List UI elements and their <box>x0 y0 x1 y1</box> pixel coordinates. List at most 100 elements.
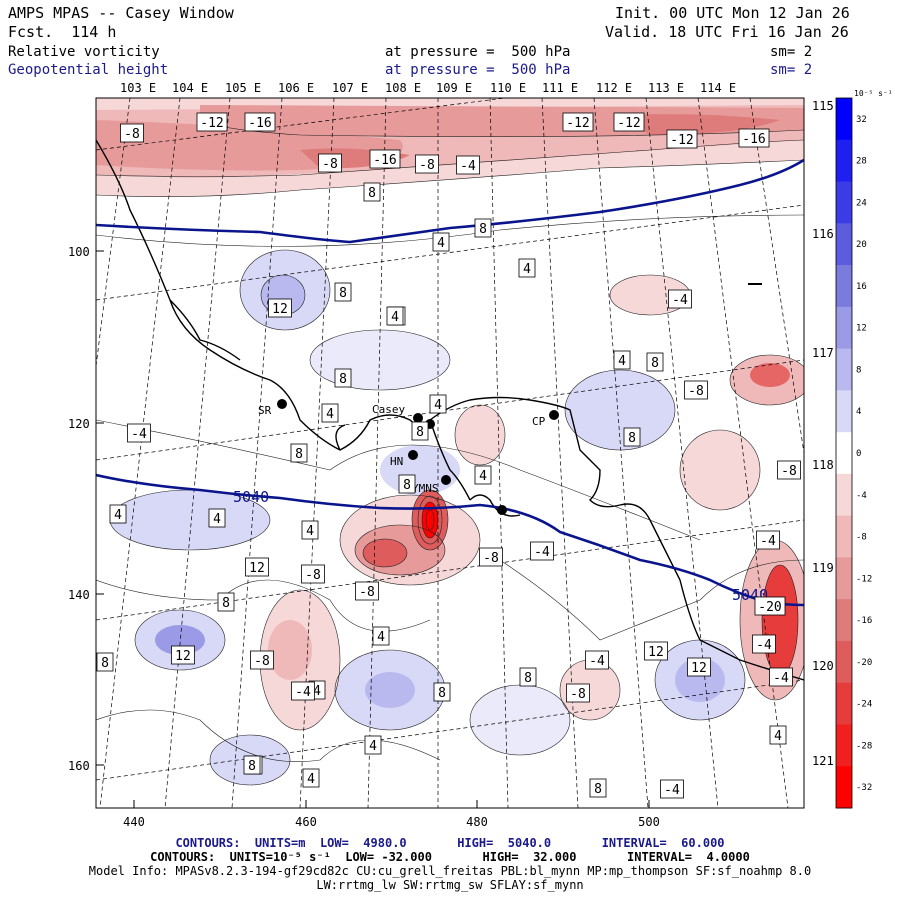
contour-label-box <box>644 641 668 661</box>
contour-label-text: -4 <box>672 293 688 308</box>
neg-vorticity-core-top-right <box>620 114 780 135</box>
contour-label-box <box>363 182 381 202</box>
station-marker <box>277 399 287 409</box>
contour-label-box <box>369 149 401 169</box>
vorticity-label-positive: 8 <box>646 352 664 372</box>
contour-label-box <box>646 352 664 372</box>
lon-label-top: 108 E <box>385 81 421 95</box>
field2-name: Geopotential height <box>8 62 169 78</box>
vorticity-label-positive: 8 <box>363 182 381 202</box>
contour-label-text: 8 <box>339 286 347 301</box>
field2-level: at pressure = 500 hPa <box>385 62 571 78</box>
vorticity-label-negative: -4 <box>756 530 780 550</box>
vorticity-label-positive: 8 <box>96 652 114 672</box>
colorbar-tick-label: 28 <box>856 157 867 167</box>
colorbar-tick-label: 8 <box>856 365 861 375</box>
vorticity-label-positive: 8 <box>334 282 352 302</box>
contour-label-text: 4 <box>774 729 782 744</box>
contour-label-box <box>754 596 786 616</box>
colorbar-tick-label: 20 <box>856 240 867 250</box>
contour-label-text: -4 <box>131 427 147 442</box>
contour-label-box <box>668 289 692 309</box>
contour-label-box <box>519 667 537 687</box>
vorticity-label-negative: -16 <box>369 149 401 169</box>
vorticity-label-positive: 8 <box>474 218 492 238</box>
contour-label-box <box>127 423 151 443</box>
contour-label-text: 8 <box>403 478 411 493</box>
contour-label-text: -4 <box>534 545 550 560</box>
vorticity-label-positive: 8 <box>217 592 235 612</box>
x-axis-label: 500 <box>638 815 660 829</box>
contour-label-text: 4 <box>437 236 445 251</box>
vorticity-label-positive: 8 <box>589 778 607 798</box>
vorticity-label-positive: 4 <box>474 465 492 485</box>
colorbar-tick-label: -12 <box>856 574 872 584</box>
init-time: Init. 00 UTC Mon 12 Jan 26 <box>615 4 850 22</box>
contour-label-box <box>171 645 195 665</box>
vorticity-label-negative: -8 <box>684 380 708 400</box>
colorbar-tick-label: -16 <box>856 616 872 626</box>
contour-label-box <box>217 592 235 612</box>
contour-label-box <box>660 779 684 799</box>
axis-ticks <box>96 250 650 808</box>
lon-label-top: 105 E <box>225 81 261 95</box>
contour-label-text: -8 <box>322 157 338 172</box>
contour-label-box <box>208 508 226 528</box>
contour-label-text: -8 <box>124 127 140 142</box>
vorticity-label-positive: 8 <box>243 755 261 775</box>
contour-label-text: 12 <box>691 661 707 676</box>
contour-label-text: -8 <box>419 158 435 173</box>
contour-label-text: 4 <box>618 354 626 369</box>
vorticity-label-positive: 4 <box>372 626 390 646</box>
neg-vorticity-east-3 <box>680 430 760 510</box>
lon-label-top: 109 E <box>436 81 472 95</box>
x-axis-label: 460 <box>295 815 317 829</box>
vorticity-map: 103 E 104 E 105 E 106 E 107 E 108 E 109 E 110 E… <box>68 81 893 829</box>
contour-label-box <box>291 681 315 701</box>
y-axis-label: 140 <box>68 588 90 602</box>
vorticity-label-positive: 8 <box>433 682 451 702</box>
contour-label-box <box>518 258 536 278</box>
vorticity-label-positive: 8 <box>623 427 641 447</box>
colorbar-swatch <box>836 265 852 308</box>
colorbar-tick-label: -32 <box>856 783 872 793</box>
contour-label-box <box>474 218 492 238</box>
contour-label-text: 12 <box>648 645 664 660</box>
field1-level: at pressure = 500 hPa <box>385 44 571 60</box>
vorticity-contour-info: CONTOURS: UNITS=10⁻⁵ s⁻¹ LOW= -32.000 HI… <box>150 850 750 864</box>
colorbar-swatch <box>836 640 852 684</box>
vorticity-label-positive: 4 <box>321 403 339 423</box>
contour-label-box <box>687 657 711 677</box>
colorbar-tick-label: -4 <box>856 491 867 501</box>
contour-label-text: -4 <box>460 159 476 174</box>
contour-label-box <box>334 282 352 302</box>
colorbar-swatch <box>836 390 852 433</box>
lon-label-top: 114 E <box>700 81 736 95</box>
colorbar-tick-label: -20 <box>856 658 872 668</box>
contour-label-box <box>432 232 450 252</box>
vorticity-label-negative: -16 <box>738 128 770 148</box>
contour-label-text: -12 <box>617 116 640 131</box>
contour-label-box <box>613 112 645 132</box>
contour-label-box <box>250 650 274 670</box>
vorticity-label-positive: 8 <box>290 443 308 463</box>
contour-label-text: 4 <box>307 772 315 787</box>
vorticity-label-negative: -4 <box>752 634 776 654</box>
vorticity-label-positive: 4 <box>386 306 404 326</box>
contour-label-text: 4 <box>479 469 487 484</box>
vorticity-label-negative: -4 <box>660 779 684 799</box>
vorticity-label-negative: -16 <box>244 112 276 132</box>
colorbar-swatch <box>836 139 852 183</box>
y-axis-label: 120 <box>68 417 90 431</box>
neg-vorticity-east-6 <box>455 405 505 465</box>
contour-label-box <box>666 129 698 149</box>
vorticity-label-positive: 4 <box>613 350 631 370</box>
pos-vorticity-patch-2 <box>110 490 270 550</box>
contour-label-text: 12 <box>249 561 265 576</box>
station-label: CP <box>532 415 546 428</box>
contour-label-text: 4 <box>326 407 334 422</box>
field1-name: Relative vorticity <box>8 44 160 60</box>
contour-label-box <box>456 155 480 175</box>
contour-label-text: -8 <box>359 585 375 600</box>
contour-label-text: 8 <box>651 356 659 371</box>
